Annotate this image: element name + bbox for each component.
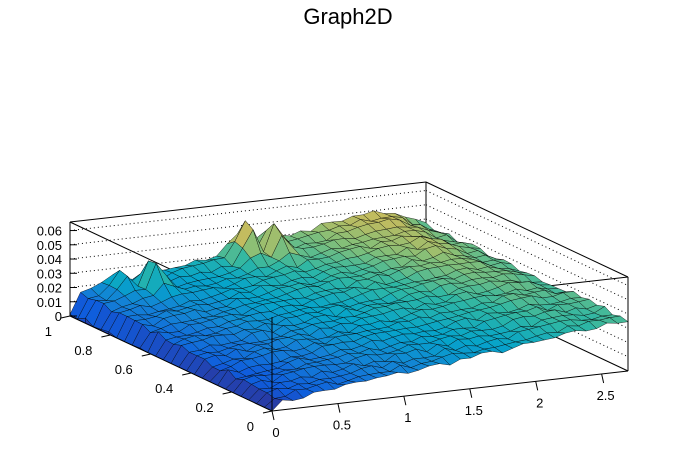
y-tick: [141, 353, 151, 357]
x-tick: [535, 381, 539, 391]
y-tick: [222, 391, 232, 395]
y-tick-label: 1: [45, 324, 52, 339]
x-tick: [403, 396, 407, 406]
z-tick-label: 0.03: [37, 266, 62, 281]
y-tick: [60, 315, 71, 319]
x-tick-label: 1: [404, 410, 411, 425]
x-tick-label: 2.5: [597, 388, 615, 403]
y-tick-label: 0.8: [74, 343, 92, 358]
frame-edge: [425, 181, 629, 278]
z-tick-label: 0.05: [37, 238, 62, 253]
chart-title: Graph2D: [303, 4, 393, 29]
x-tick: [337, 403, 341, 413]
x-tick: [469, 388, 473, 398]
z-tick-label: 0.06: [37, 224, 62, 239]
surface-mesh: [69, 210, 629, 412]
frame-edge: [69, 181, 427, 223]
x-tick-label: 2: [536, 395, 543, 410]
x-tick-label: 0.5: [333, 418, 351, 433]
y-tick-label: 0.6: [115, 362, 133, 377]
z-tick-label: 0: [55, 309, 62, 324]
z-tick-label: 0.01: [37, 295, 62, 310]
y-tick: [182, 372, 192, 376]
x-tick-label: 1.5: [465, 403, 483, 418]
x-tick: [271, 410, 275, 421]
y-tick: [262, 410, 273, 414]
y-tick-label: 0: [247, 419, 254, 434]
x-tick-label: 0: [272, 425, 279, 440]
y-tick: [101, 334, 111, 338]
z-tick-label: 0.04: [37, 252, 62, 267]
y-tick-label: 0.2: [196, 400, 214, 415]
y-tick-label: 0.4: [155, 381, 173, 396]
y-axis-line: [69, 315, 273, 412]
z-tick-label: 0.02: [37, 281, 62, 296]
x-tick: [601, 373, 605, 384]
x-axis-line: [271, 370, 629, 412]
